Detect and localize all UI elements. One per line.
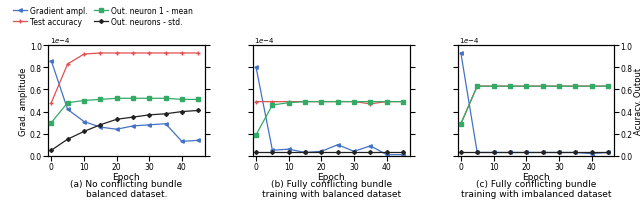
Legend: Gradient ampl., Test accuracy, Out. neuron 1 - mean, Out. neurons - std.: Gradient ampl., Test accuracy, Out. neur… bbox=[10, 4, 196, 30]
Text: $1e{-4}$: $1e{-4}$ bbox=[254, 36, 275, 45]
Text: $1e{-4}$: $1e{-4}$ bbox=[459, 36, 480, 45]
X-axis label: Epoch: Epoch bbox=[522, 173, 550, 182]
Y-axis label: Acuracy. Output: Acuracy. Output bbox=[634, 68, 640, 134]
Y-axis label: Grad. amplitude: Grad. amplitude bbox=[19, 67, 28, 135]
Text: (a) No conflicting bundle
balanced dataset.: (a) No conflicting bundle balanced datas… bbox=[70, 179, 182, 198]
Text: (c) Fully conflicting bundle
training with imbalanced dataset: (c) Fully conflicting bundle training wi… bbox=[461, 179, 611, 198]
X-axis label: Epoch: Epoch bbox=[113, 173, 140, 182]
Text: (b) Fully conflicting bundle
training with balanced dataset: (b) Fully conflicting bundle training wi… bbox=[262, 179, 401, 198]
Text: $1e{-4}$: $1e{-4}$ bbox=[49, 36, 70, 45]
X-axis label: Epoch: Epoch bbox=[317, 173, 345, 182]
